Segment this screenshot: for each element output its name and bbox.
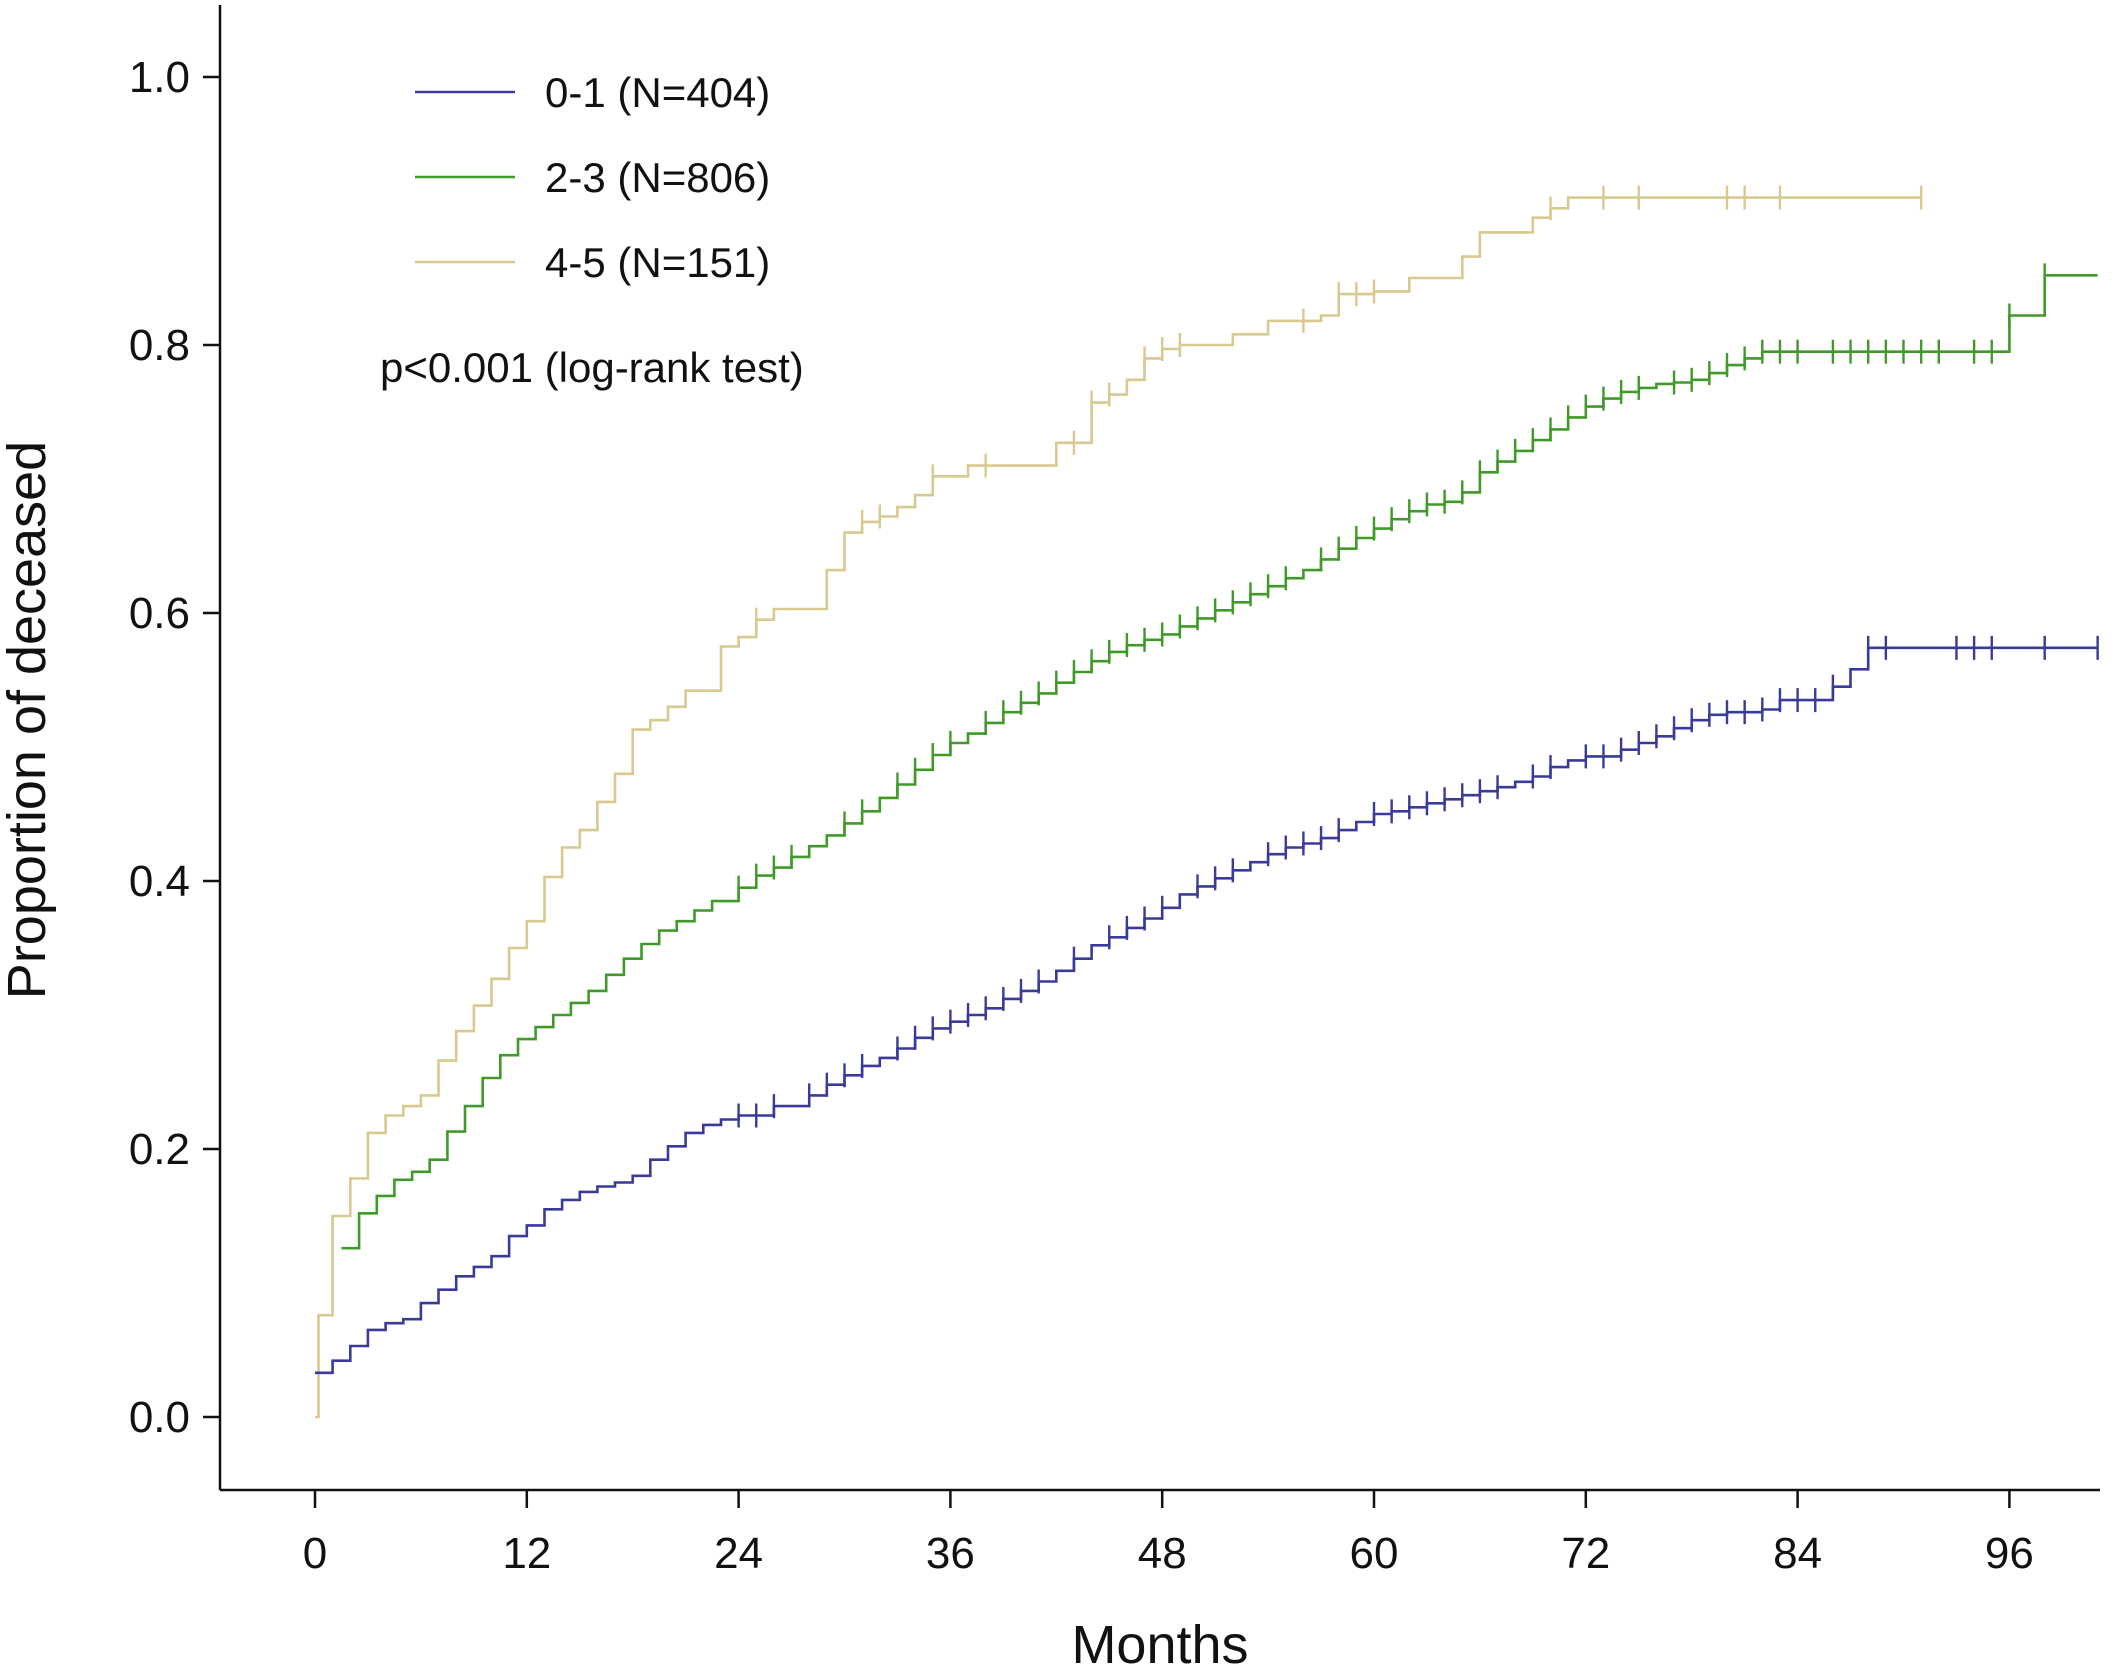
x-tick-label: 60: [1350, 1529, 1399, 1578]
x-tick-label: 96: [1985, 1529, 2034, 1578]
x-tick-label: 36: [926, 1529, 975, 1578]
y-ticks: 0.0 0.2 0.4 0.6 0.8 1.0: [129, 53, 220, 1442]
y-tick-label: 0.6: [129, 589, 190, 638]
series-2-3: [341, 263, 2098, 1250]
series-line-4-5: [315, 196, 1922, 1419]
y-tick-label: 0.2: [129, 1125, 190, 1174]
series-line-0-1: [315, 646, 2098, 1375]
x-axis-title: Months: [1071, 1615, 1248, 1673]
series-line-2-3: [341, 274, 2098, 1250]
legend-label-2-3: 2-3 (N=806): [545, 154, 770, 201]
series-layer: [315, 185, 2099, 1419]
legend: 0-1 (N=404) 2-3 (N=806) 4-5 (N=151): [415, 69, 770, 286]
x-tick-label: 24: [714, 1529, 763, 1578]
x-tick-label: 12: [502, 1529, 551, 1578]
y-tick-label: 1.0: [129, 53, 190, 102]
y-tick-label: 0.4: [129, 857, 190, 906]
y-tick-label: 0.0: [129, 1393, 190, 1442]
x-tick-label: 84: [1773, 1529, 1822, 1578]
x-tick-label: 0: [303, 1529, 327, 1578]
series-0-1: [315, 635, 2099, 1375]
x-tick-label: 72: [1561, 1529, 1610, 1578]
annotation-pvalue: p<0.001 (log-rank test): [380, 344, 804, 391]
x-tick-label: 48: [1138, 1529, 1187, 1578]
y-tick-label: 0.8: [129, 321, 190, 370]
y-axis-title: Proportion of deceased: [0, 441, 57, 999]
legend-label-0-1: 0-1 (N=404): [545, 69, 770, 116]
legend-label-4-5: 4-5 (N=151): [545, 239, 770, 286]
series-4-5: [315, 185, 1923, 1419]
axes: [218, 5, 2100, 1492]
x-ticks: 0 12 24 36 48 60 72 84 96: [303, 1490, 2034, 1578]
